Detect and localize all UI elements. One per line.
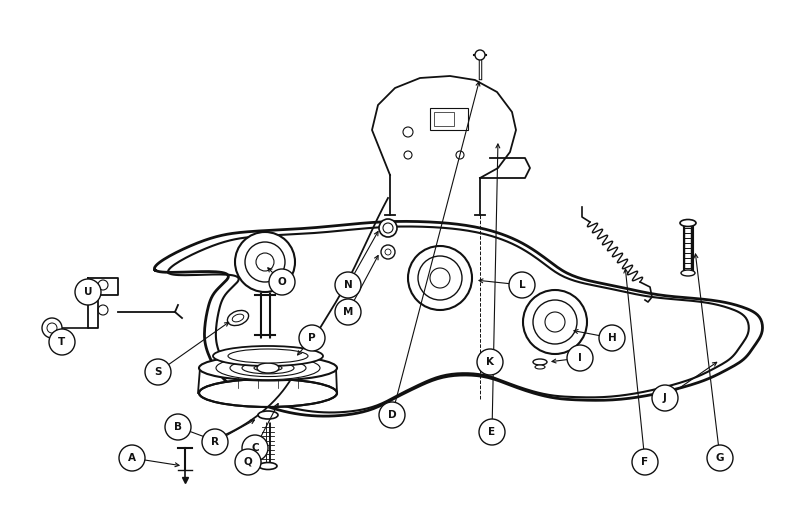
Circle shape	[335, 272, 361, 298]
Text: R: R	[211, 437, 219, 447]
Circle shape	[242, 435, 268, 461]
Circle shape	[269, 269, 295, 295]
Ellipse shape	[228, 349, 308, 363]
Ellipse shape	[242, 362, 294, 374]
Circle shape	[632, 449, 658, 475]
Text: K: K	[486, 357, 494, 367]
Circle shape	[379, 402, 405, 428]
Ellipse shape	[681, 270, 695, 276]
Circle shape	[379, 219, 397, 237]
Ellipse shape	[680, 219, 696, 226]
Text: D: D	[388, 410, 396, 420]
Text: E: E	[489, 427, 495, 437]
Circle shape	[707, 445, 733, 471]
Ellipse shape	[258, 411, 278, 419]
Text: C: C	[251, 443, 259, 453]
Circle shape	[145, 359, 171, 385]
Ellipse shape	[254, 365, 282, 371]
Circle shape	[545, 312, 565, 332]
Circle shape	[418, 256, 462, 300]
Text: M: M	[343, 307, 353, 317]
Ellipse shape	[232, 314, 244, 322]
Circle shape	[235, 232, 295, 292]
Circle shape	[335, 299, 361, 325]
Circle shape	[652, 385, 678, 411]
Ellipse shape	[259, 463, 277, 470]
Text: U: U	[84, 287, 92, 297]
Ellipse shape	[230, 359, 306, 376]
Circle shape	[509, 272, 535, 298]
Ellipse shape	[227, 311, 249, 325]
Text: H: H	[608, 333, 616, 343]
Text: Q: Q	[244, 457, 252, 467]
Ellipse shape	[535, 365, 545, 369]
Circle shape	[430, 268, 450, 288]
Circle shape	[477, 349, 503, 375]
Circle shape	[408, 246, 472, 310]
Ellipse shape	[199, 356, 337, 381]
Circle shape	[49, 329, 75, 355]
Circle shape	[235, 449, 261, 475]
Ellipse shape	[482, 365, 492, 369]
Text: P: P	[308, 333, 316, 343]
Text: B: B	[174, 422, 182, 432]
Text: J: J	[663, 393, 667, 403]
Text: L: L	[518, 280, 526, 290]
Circle shape	[523, 290, 587, 354]
Circle shape	[567, 345, 593, 371]
Circle shape	[533, 300, 577, 344]
Circle shape	[256, 253, 274, 271]
Circle shape	[209, 436, 217, 444]
Circle shape	[75, 279, 101, 305]
Circle shape	[119, 445, 145, 471]
Circle shape	[381, 245, 395, 259]
Text: O: O	[278, 277, 286, 287]
Ellipse shape	[480, 359, 494, 365]
Text: A: A	[128, 453, 136, 463]
Bar	[430, 108, 468, 130]
Circle shape	[383, 223, 393, 233]
Circle shape	[47, 323, 57, 333]
Circle shape	[202, 429, 228, 455]
Circle shape	[475, 50, 485, 60]
Circle shape	[42, 318, 62, 338]
Circle shape	[385, 249, 391, 255]
Ellipse shape	[213, 346, 323, 366]
Ellipse shape	[216, 356, 320, 379]
Text: I: I	[578, 353, 582, 363]
Text: T: T	[58, 337, 66, 347]
Ellipse shape	[199, 379, 337, 407]
Text: N: N	[344, 280, 352, 290]
Bar	[434, 112, 454, 126]
Circle shape	[479, 419, 505, 445]
Circle shape	[299, 325, 325, 351]
Ellipse shape	[533, 359, 547, 365]
Circle shape	[245, 242, 285, 282]
Text: G: G	[716, 453, 724, 463]
Circle shape	[599, 325, 625, 351]
Circle shape	[205, 432, 221, 448]
Text: F: F	[642, 457, 649, 467]
Text: S: S	[154, 367, 162, 377]
Ellipse shape	[257, 363, 279, 373]
Circle shape	[165, 414, 191, 440]
